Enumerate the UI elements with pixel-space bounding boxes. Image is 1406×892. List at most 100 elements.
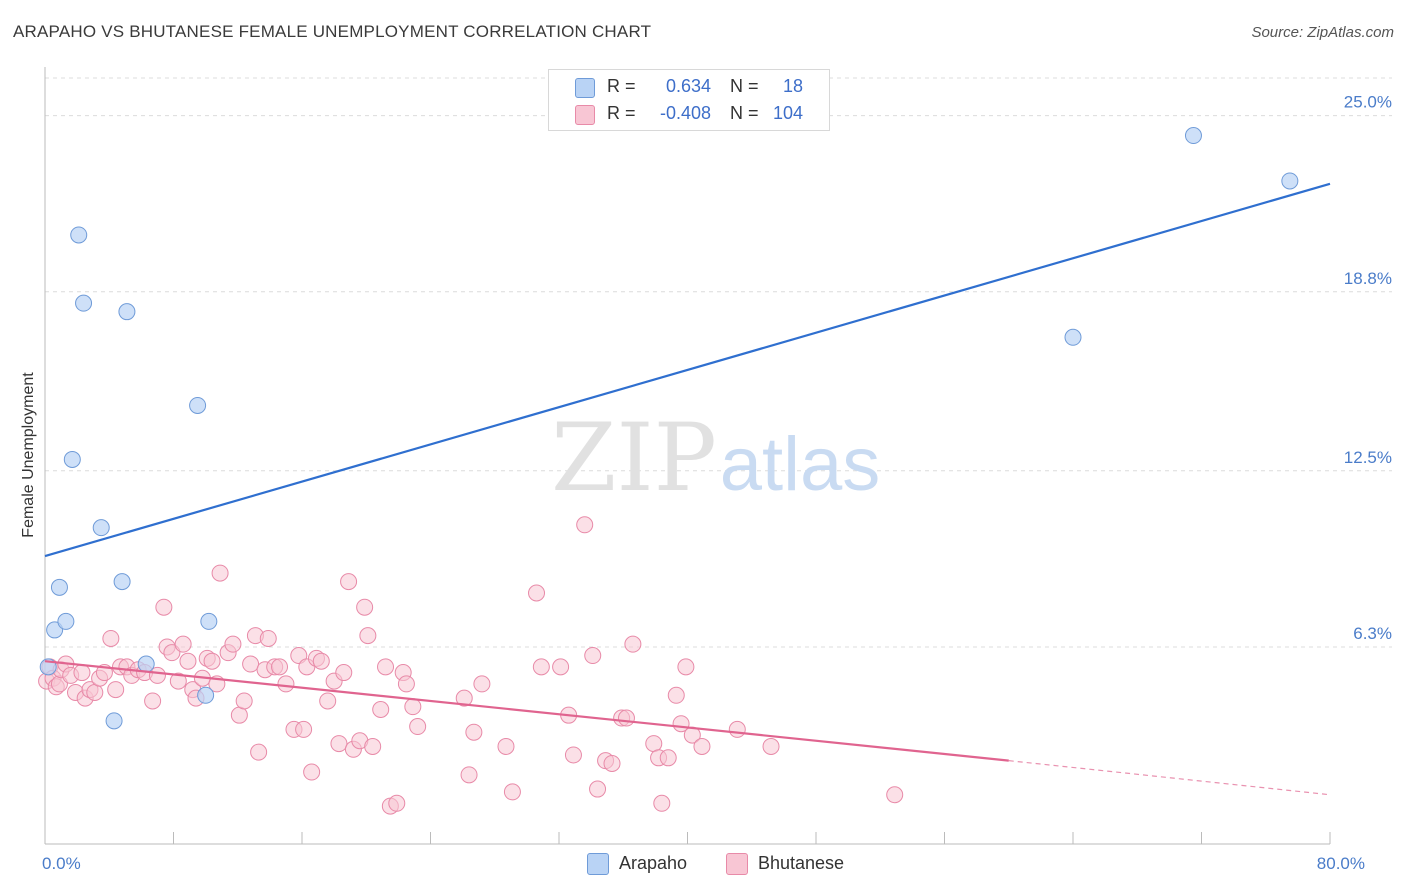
legend-r-value-arapaho: 0.634 bbox=[665, 76, 711, 96]
bhutanese-point bbox=[163, 644, 181, 662]
bhutanese-point bbox=[677, 658, 695, 676]
bhutanese-point bbox=[356, 598, 374, 616]
arapaho-swatch bbox=[575, 78, 595, 98]
bhutanese-point bbox=[312, 652, 330, 670]
x-tick-labels: 0.0% 80.0% bbox=[42, 854, 1365, 873]
arapaho-legend-label: Arapaho bbox=[619, 853, 688, 873]
arapaho-point bbox=[105, 712, 123, 730]
bhutanese-point bbox=[271, 658, 289, 676]
arapaho-point bbox=[92, 519, 110, 537]
arapaho-point bbox=[1184, 127, 1202, 145]
bhutanese-point bbox=[319, 692, 337, 710]
bhutanese-point bbox=[693, 737, 711, 755]
bhutanese-point bbox=[473, 675, 491, 693]
bhutanese-point bbox=[86, 683, 104, 701]
bhutanese-point bbox=[617, 709, 635, 727]
bhutanese-point bbox=[728, 720, 746, 738]
legend-r-label: R = bbox=[607, 103, 636, 123]
legend-n-value-bhutanese: 104 bbox=[772, 103, 803, 123]
bhutanese-point bbox=[155, 598, 173, 616]
bhutanese-point bbox=[211, 564, 229, 582]
bhutanese-point bbox=[259, 629, 277, 647]
bhutanese-point bbox=[528, 584, 546, 602]
arapaho-point bbox=[50, 578, 68, 596]
legend-row-bhutanese: R = -0.408 N = 104 bbox=[549, 102, 829, 126]
legend-n-value-arapaho: 18 bbox=[782, 76, 803, 96]
bhutanese-point bbox=[73, 664, 91, 682]
bhutanese-point bbox=[552, 658, 570, 676]
bhutanese-point bbox=[250, 743, 268, 761]
arapaho-point bbox=[200, 612, 218, 630]
bhutanese-point bbox=[624, 635, 642, 653]
bhutanese-trend-line bbox=[44, 660, 1009, 762]
x-tick-label: 80.0% bbox=[1317, 854, 1365, 873]
bhutanese-point bbox=[235, 692, 253, 710]
stats-legend: R = 0.634 N = 18 R = -0.408 N = 104 bbox=[548, 69, 830, 131]
arapaho-point bbox=[113, 573, 131, 591]
bhutanese-point bbox=[762, 737, 780, 755]
bhutanese-point bbox=[584, 647, 602, 665]
arapaho-point bbox=[1281, 172, 1299, 190]
arapaho-point bbox=[75, 294, 93, 312]
watermark-zip: ZIP bbox=[551, 404, 717, 513]
bhutanese-point bbox=[144, 692, 162, 710]
y-tick-label: 18.8% bbox=[1344, 269, 1392, 288]
bhutanese-point bbox=[460, 766, 478, 784]
bhutanese-point bbox=[230, 706, 248, 724]
bhutanese-point bbox=[364, 737, 382, 755]
series-legend: Arapaho Bhutanese bbox=[0, 852, 1406, 878]
arapaho-legend-swatch bbox=[587, 853, 609, 875]
bhutanese-point bbox=[397, 675, 415, 693]
y-tick-labels: 6.3% 12.5% 18.8% 25.0% bbox=[1344, 93, 1392, 643]
bhutanese-point bbox=[102, 629, 120, 647]
bhutanese-legend-swatch bbox=[726, 853, 748, 875]
axes bbox=[44, 67, 1331, 845]
bhutanese-point bbox=[372, 700, 390, 718]
bhutanese-points bbox=[38, 516, 904, 815]
bhutanese-point bbox=[169, 672, 187, 690]
bhutanese-point bbox=[645, 735, 663, 753]
arapaho-point bbox=[197, 686, 215, 704]
bhutanese-point bbox=[576, 516, 594, 534]
bhutanese-point bbox=[388, 794, 406, 812]
legend-r-value-bhutanese: -0.408 bbox=[659, 103, 711, 123]
arapaho-points bbox=[39, 127, 1299, 730]
bhutanese-point bbox=[886, 786, 904, 804]
arapaho-point bbox=[118, 303, 136, 321]
bhutanese-point bbox=[465, 723, 483, 741]
bhutanese-point bbox=[179, 652, 197, 670]
legend-n-label: N = bbox=[730, 76, 759, 96]
bhutanese-point bbox=[497, 737, 515, 755]
bhutanese-point bbox=[335, 664, 353, 682]
bhutanese-legend-label: Bhutanese bbox=[758, 853, 845, 873]
bhutanese-point bbox=[404, 698, 422, 716]
y-tick-label: 6.3% bbox=[1353, 624, 1392, 643]
bhutanese-point bbox=[659, 749, 677, 767]
bhutanese-point bbox=[295, 720, 313, 738]
bhutanese-point bbox=[667, 686, 685, 704]
bhutanese-point bbox=[532, 658, 550, 676]
bhutanese-point bbox=[503, 783, 521, 801]
arapaho-point bbox=[189, 396, 207, 414]
bhutanese-point bbox=[377, 658, 395, 676]
arapaho-point bbox=[57, 612, 75, 630]
arapaho-trend-line bbox=[44, 182, 1331, 558]
bhutanese-point bbox=[653, 794, 671, 812]
arapaho-point bbox=[1064, 328, 1082, 346]
watermark-atlas: atlas bbox=[720, 422, 881, 507]
arapaho-point bbox=[70, 226, 88, 244]
bhutanese-trend-extension bbox=[1008, 760, 1331, 796]
chart-title: ARAPAHO VS BHUTANESE FEMALE UNEMPLOYMENT… bbox=[13, 22, 652, 41]
legend-r-label: R = bbox=[607, 76, 636, 96]
bhutanese-swatch bbox=[575, 105, 595, 125]
bhutanese-point bbox=[603, 754, 621, 772]
bhutanese-point bbox=[564, 746, 582, 764]
bhutanese-point bbox=[107, 681, 125, 699]
y-tick-label: 12.5% bbox=[1344, 448, 1392, 467]
y-tick-label: 25.0% bbox=[1344, 93, 1392, 112]
bhutanese-point bbox=[409, 718, 427, 736]
chart-source: Source: ZipAtlas.com bbox=[1251, 24, 1394, 41]
arapaho-point bbox=[46, 621, 64, 639]
watermark: ZIP atlas bbox=[551, 404, 880, 513]
